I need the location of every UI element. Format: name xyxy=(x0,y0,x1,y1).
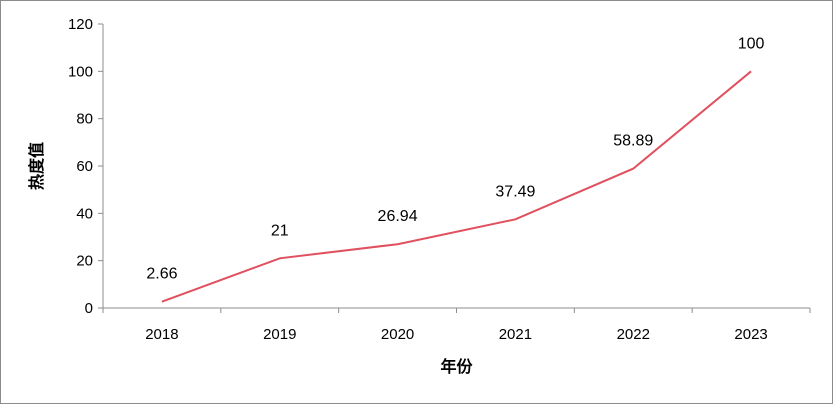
data-label: 26.94 xyxy=(378,208,418,225)
y-axis-title: 热度值 xyxy=(27,142,46,190)
x-tick-label: 2019 xyxy=(263,326,296,343)
series-line xyxy=(161,70,752,303)
y-tick-label: 0 xyxy=(85,300,93,317)
y-ticks: 0 20 40 60 80 100 120 xyxy=(68,16,103,317)
data-label: 21 xyxy=(271,222,289,239)
y-tick-label: 60 xyxy=(76,158,93,175)
y-tick-label: 100 xyxy=(68,63,93,80)
x-tick-label: 2020 xyxy=(381,326,414,343)
y-tick-label: 80 xyxy=(76,111,93,128)
x-axis-title: 年份 xyxy=(440,357,473,376)
y-tick-label: 20 xyxy=(76,253,93,270)
data-label: 37.49 xyxy=(495,183,535,200)
x-tick-label: 2023 xyxy=(734,326,767,343)
data-labels: 2.66 21 26.94 37.49 58.89 100 xyxy=(146,35,764,282)
data-label: 58.89 xyxy=(613,133,653,150)
x-tick-label: 2021 xyxy=(499,326,532,343)
y-tick-label: 120 xyxy=(68,16,93,33)
axes xyxy=(102,24,810,309)
x-ticks: 2018 2019 2020 2021 2022 2023 xyxy=(102,308,811,343)
y-tick-label: 40 xyxy=(76,205,93,222)
data-label: 2.66 xyxy=(146,266,177,283)
data-label: 100 xyxy=(738,35,765,52)
x-tick-label: 2022 xyxy=(617,326,650,343)
x-tick-label: 2018 xyxy=(145,326,178,343)
